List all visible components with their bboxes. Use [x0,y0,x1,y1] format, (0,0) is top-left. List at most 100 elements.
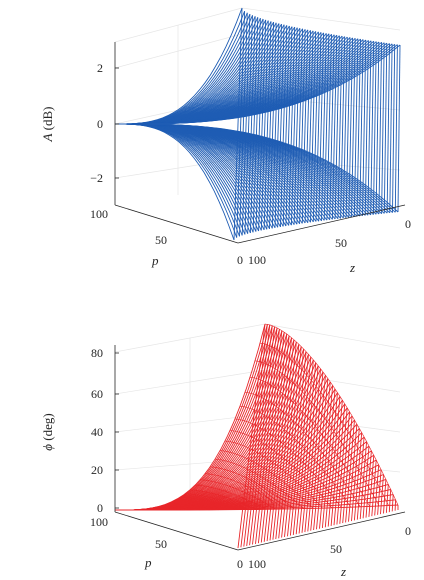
y-tick-label: 0 [97,117,103,131]
mesh-line [372,41,377,215]
mesh-line [385,484,389,513]
p-tick-label: 100 [90,207,108,221]
mesh-line [237,323,266,549]
z-tick-label: 100 [248,253,266,267]
x-axis-label-z: z [349,260,355,275]
mesh-line [229,430,333,509]
mesh-line [155,506,191,511]
mesh-line [381,42,385,214]
mesh-line [368,455,375,517]
mesh-line [145,508,172,511]
y-axis-var: ϕ [40,444,55,451]
mesh-line [364,40,369,216]
y-tick-label: −2 [90,171,103,185]
mesh-line [115,123,399,213]
panel-amplitude: 2 0 −2 100 50 0 100 50 0 p z A (dB) [40,7,411,275]
mesh-line [389,43,393,213]
x-axis-label-p: p [144,555,152,570]
mesh-line [140,509,163,511]
z-tick-label: 0 [405,524,411,538]
mesh-line [259,342,389,506]
p-tick-label: 50 [155,233,167,247]
mesh-line [307,30,314,223]
mesh-line [199,479,276,510]
mesh-line [345,419,355,523]
mesh-line [170,502,219,511]
p-tick-label: 0 [237,253,243,267]
axes-phase [114,345,406,551]
mesh-line [342,36,348,219]
mesh-line [165,504,210,511]
mesh-line [224,440,323,509]
mesh-line [380,474,384,515]
y-tick-label: 0 [97,501,103,515]
mesh-line [194,484,267,510]
mesh-line [204,473,285,510]
mesh-line [375,41,380,215]
x-axis-label-z: z [340,564,346,579]
mesh-line [244,392,361,507]
mesh-amplitude [115,7,401,241]
y-axis-unit: (deg) [40,413,55,440]
p-tick-label: 50 [155,537,167,551]
z-tick-label: 50 [335,236,347,250]
p-tick-label: 100 [90,515,108,529]
y-tick-label: 20 [91,463,103,477]
mesh-line [175,499,229,510]
mesh-line [247,16,256,234]
mesh-line [234,418,342,508]
x-axis-label-p: p [151,253,159,268]
y-axis-label-phase: ϕ (deg) [40,413,55,450]
mesh-line [150,507,182,511]
y-axis-unit: (dB) [40,106,55,130]
mesh-line [342,415,353,524]
mesh-line [263,21,272,230]
y-tick-label: 2 [97,61,103,75]
mesh-line [386,43,390,214]
mesh-line [254,360,380,507]
p-ticks-phase: 100 50 0 [90,515,243,571]
mesh-line [316,381,331,530]
mesh-line [249,376,370,507]
mesh-line [310,31,317,223]
mesh-line [184,493,248,510]
mesh-line [383,43,388,214]
mesh-line [266,22,275,230]
mesh-line [239,405,352,508]
mesh-line [160,505,200,511]
mesh-line [239,12,248,237]
mesh-line [282,25,290,227]
mesh-line [330,400,343,526]
z-tick-label: 50 [330,542,342,556]
mesh-line [392,44,396,213]
mesh-phase [115,323,399,549]
y-axis-label-amplitude: A (dB) [40,106,55,142]
y-tick-label: 40 [91,425,103,439]
mesh-line [394,44,398,213]
mesh-line [269,22,277,229]
mesh-line [370,41,375,215]
y-axis-var: A [40,134,55,143]
y-tick-label: 80 [91,346,103,360]
mesh-line [179,496,238,510]
z-tick-label: 0 [405,217,411,231]
y-tick-label: 60 [91,387,103,401]
p-tick-label: 0 [237,557,243,571]
mesh-line [115,44,401,125]
z-ticks-amplitude: 100 50 0 [248,217,411,267]
mesh-line [264,323,399,506]
panel-phase: 80 60 40 20 0 100 50 0 100 50 0 p z ϕ (d… [40,323,411,579]
mesh-line [240,324,268,548]
mesh-line [367,40,372,216]
mesh-line [324,392,338,528]
mesh-line [362,39,367,216]
mesh-line [319,385,334,529]
mesh-line [397,44,401,213]
y-ticks-phase: 80 60 40 20 0 [91,346,119,515]
mesh-line [290,27,298,226]
z-tick-label: 100 [248,557,266,571]
y-ticks-amplitude: 2 0 −2 [90,61,119,185]
mesh-line [374,464,380,516]
mesh-line [219,450,314,509]
